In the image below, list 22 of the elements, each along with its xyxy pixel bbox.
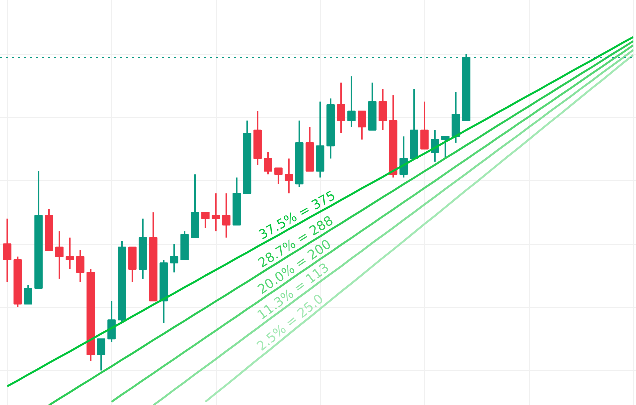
candlestick [24, 284, 33, 306]
candlestick [284, 158, 294, 194]
candlestick [55, 230, 64, 280]
candlestick [348, 76, 356, 128]
candlestick [264, 152, 272, 176]
candlestick [274, 168, 283, 185]
candlestick [420, 101, 429, 150]
candlestick [378, 88, 388, 132]
candlestick [76, 250, 85, 283]
candlestick [358, 110, 366, 141]
candlestick [108, 300, 116, 343]
candlestick [337, 82, 346, 134]
candlestick [128, 246, 137, 283]
candlestick [3, 218, 12, 283]
candlestick [452, 92, 460, 144]
candlestick [441, 136, 450, 160]
candlestick [170, 243, 179, 274]
candlestick [66, 237, 74, 270]
candlestick [97, 338, 106, 372]
candlestick [212, 192, 220, 232]
candlestick [202, 212, 210, 230]
candlestick [222, 192, 231, 239]
